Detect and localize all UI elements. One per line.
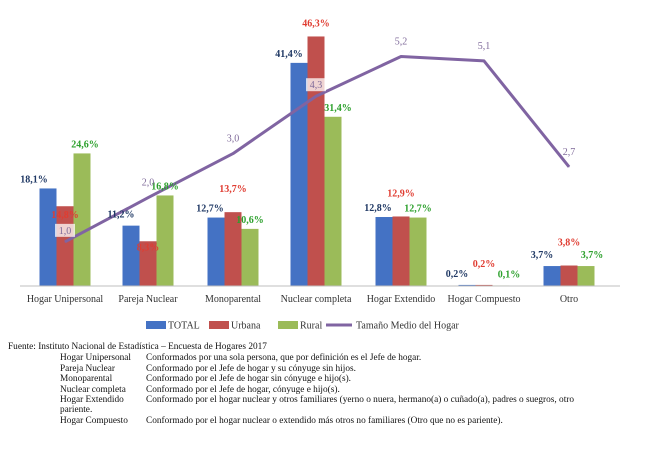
bar-label-urbana: 13,7% xyxy=(219,184,247,195)
definition-term: Hogar Compuesto xyxy=(60,415,128,426)
legend-label-total: TOTAL xyxy=(168,321,200,332)
category-label: Monoparental xyxy=(205,294,261,305)
definition-desc: Conformados por una sola persona, que po… xyxy=(146,353,422,364)
category-label: Pareja Nuclear xyxy=(118,294,178,305)
category-labels: Hogar Unipersonal Pareja Nuclear Monoparen… xyxy=(27,294,578,305)
definition-continuation: pariente. xyxy=(60,405,93,416)
definition-term: Monoparental xyxy=(60,374,113,385)
household-type-chart: 18,1% 14,8% 24,6% 11,2% 8,3% 16,8% 12,7% 13,7% 1… xyxy=(20,18,620,332)
bar-total xyxy=(375,217,393,286)
bar-label-urbana: 14,8% xyxy=(51,210,79,221)
bar-label-urbana: 3,8% xyxy=(558,238,581,249)
definition-row: Hogar Compuesto Conformado por el hogar … xyxy=(8,416,644,426)
bar-total xyxy=(290,62,308,286)
bar-label-urbana: 0,2% xyxy=(473,259,496,270)
line-point xyxy=(400,55,402,57)
category-label: Nuclear completa xyxy=(281,294,352,305)
line-label: 2,0 xyxy=(142,178,155,189)
definition-term: Pareja Nuclear xyxy=(60,363,115,374)
definition-row: Hogar Unipersonal Conformados por una so… xyxy=(8,353,644,363)
source-note: Fuente: Instituto Nacional de Estadístic… xyxy=(8,342,267,352)
bar-label-urbana: 12,9% xyxy=(387,188,415,199)
bar-urbana xyxy=(392,216,410,286)
line-point xyxy=(315,95,317,97)
legend-swatch-rural xyxy=(278,321,298,329)
bar-rural xyxy=(409,217,427,286)
line-point xyxy=(147,197,149,199)
bar-label-total: 41,4% xyxy=(275,49,303,60)
notes-section: Fuente: Instituto Nacional de Estadístic… xyxy=(8,342,644,426)
bar-rural xyxy=(156,195,174,286)
line-label: 1,0 xyxy=(59,226,72,237)
legend: TOTAL Urbana Rural Tamaño Medio del Hogar xyxy=(146,321,460,332)
bar-label-rural: 24,6% xyxy=(71,139,99,150)
line-label: 5,2 xyxy=(395,36,408,47)
category-label: Hogar Compuesto xyxy=(447,294,520,305)
category-label: Otro xyxy=(560,294,578,305)
line-label: 3,0 xyxy=(227,134,240,145)
bar-rural xyxy=(73,153,91,286)
bar-urbana xyxy=(139,241,157,286)
line-point xyxy=(568,166,570,168)
bar-urbana xyxy=(475,284,493,286)
definition-term: Hogar Unipersonal xyxy=(60,353,131,364)
line-point xyxy=(232,153,234,155)
bar-label-rural: 10,6% xyxy=(236,215,264,226)
definition-desc: Conformado por el hogar nuclear y otros … xyxy=(146,395,575,406)
bar-rural xyxy=(324,116,342,286)
bar-label-urbana: 46,3% xyxy=(302,18,330,29)
bar-label-rural: 3,7% xyxy=(581,250,604,261)
definition-desc: Conformado por el Jefe de hogar, cónyuge… xyxy=(146,384,340,395)
legend-label-line: Tamaño Medio del Hogar xyxy=(356,321,460,332)
bar-rural xyxy=(577,266,595,286)
definition-term: Hogar Extendido xyxy=(60,395,124,406)
line-label: 2,7 xyxy=(563,147,576,158)
definition-desc: Conformado por el Jefe de hogar sin cóny… xyxy=(146,374,351,385)
category-label: Hogar Extendido xyxy=(367,294,436,305)
bar-urbana xyxy=(307,36,325,286)
bar-total xyxy=(122,225,140,286)
bar-label-total: 12,7% xyxy=(196,204,224,215)
bar-total xyxy=(39,188,57,286)
bar-label-rural: 31,4% xyxy=(324,103,352,114)
line-point xyxy=(64,241,66,243)
bar-total xyxy=(207,217,225,286)
labels-layer: 18,1% 14,8% 24,6% 11,2% 8,3% 16,8% 12,7% 13,7% 1… xyxy=(20,18,603,280)
legend-swatch-total xyxy=(146,321,166,329)
bar-label-total: 11,2% xyxy=(108,210,135,221)
legend-label-urbana: Urbana xyxy=(231,321,261,332)
bar-label-rural: 0,1% xyxy=(498,269,521,280)
bar-label-total: 12,8% xyxy=(364,203,392,214)
line-label-bg xyxy=(306,78,326,92)
category-label: Hogar Unipersonal xyxy=(27,294,104,305)
bar-urbana xyxy=(560,265,578,286)
definition-row: Monoparental Conformado por el Jefe de h… xyxy=(8,374,644,384)
definition-desc: Conformado por el Jefe de hogar y su cón… xyxy=(146,363,356,374)
definition-term: Nuclear completa xyxy=(60,384,126,395)
bar-rural xyxy=(241,228,259,286)
bar-urbana xyxy=(224,212,242,286)
bar-label-total: 0,2% xyxy=(446,269,469,280)
definition-row: Pareja Nuclear Conformado por el Jefe de… xyxy=(8,364,644,374)
bar-label-rural: 12,7% xyxy=(404,204,432,215)
bar-total xyxy=(543,266,561,286)
bar-total xyxy=(458,284,476,286)
definition-row: Nuclear completa Conformado por el Jefe … xyxy=(8,385,644,395)
line-label: 4,3 xyxy=(310,80,323,91)
line-layer xyxy=(64,54,571,244)
legend-swatch-urbana xyxy=(209,321,229,329)
definition-row: Hogar Extendido Conformado por el hogar … xyxy=(8,395,644,405)
bar-label-rural: 16,8% xyxy=(151,181,179,192)
bar-label-total: 18,1% xyxy=(20,174,48,185)
bars-layer xyxy=(39,36,595,287)
definition-desc: Conformado por el hogar nuclear o extend… xyxy=(146,415,503,426)
bar-label-urbana: 8,3% xyxy=(137,242,160,253)
line-point xyxy=(483,60,485,62)
bar-label-total: 3,7% xyxy=(531,250,554,261)
line-label: 5,1 xyxy=(478,41,491,52)
line-label-bg xyxy=(55,223,75,237)
legend-label-rural: Rural xyxy=(300,321,322,332)
